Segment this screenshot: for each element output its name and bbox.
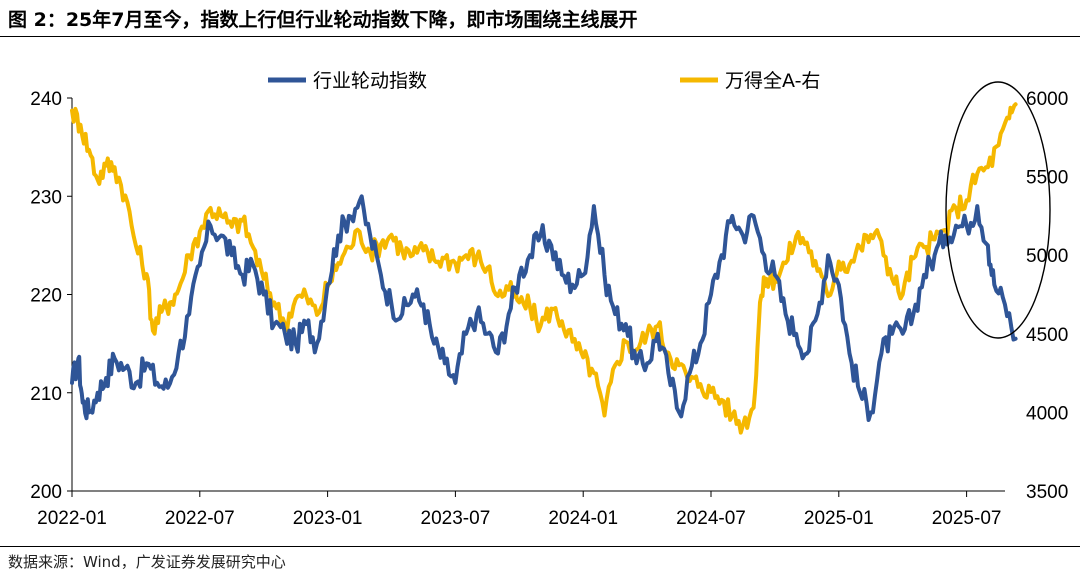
right-tick-label: 3500 (1026, 482, 1068, 503)
highlight-ellipse (945, 81, 1051, 339)
right-tick-label: 5500 (1026, 168, 1068, 189)
series-line-rotation-index (70, 194, 1018, 422)
axes: 2002102202302403500400045005000550060002… (30, 89, 1068, 529)
x-tick-label: 2022-01 (37, 508, 107, 529)
left-tick-label: 200 (30, 482, 62, 503)
right-tick-label: 4000 (1026, 403, 1068, 424)
series-line-wind-all-a (70, 102, 1018, 435)
bottom-rule (0, 546, 1080, 547)
right-tick-label: 6000 (1026, 89, 1068, 110)
x-tick-label: 2024-07 (676, 508, 746, 529)
right-tick-label: 4500 (1026, 325, 1068, 346)
left-tick-label: 210 (30, 384, 62, 405)
top-rule (0, 36, 1080, 37)
legend-label: 行业轮动指数 (313, 70, 427, 92)
left-tick-label: 220 (30, 286, 62, 307)
series-lines (70, 102, 1018, 435)
data-source: 数据来源：Wind，广发证券发展研究中心 (8, 553, 286, 571)
x-tick-label: 2025-01 (804, 508, 874, 529)
legend-label: 万得全A-右 (725, 70, 820, 92)
legend: 行业轮动指数 万得全A-右 (268, 70, 820, 92)
chart-title: 图 2：25年7月至今，指数上行但行业轮动指数下降，即市场围绕主线展开 (8, 9, 638, 31)
left-tick-label: 230 (30, 187, 62, 208)
line-chart: 2002102202302403500400045005000550060002… (30, 70, 1068, 529)
x-tick-label: 2024-01 (548, 508, 618, 529)
x-tick-label: 2022-07 (165, 508, 235, 529)
left-tick-label: 240 (30, 89, 62, 110)
x-tick-label: 2023-01 (293, 508, 363, 529)
x-tick-label: 2023-07 (421, 508, 491, 529)
x-tick-label: 2025-07 (932, 508, 1002, 529)
